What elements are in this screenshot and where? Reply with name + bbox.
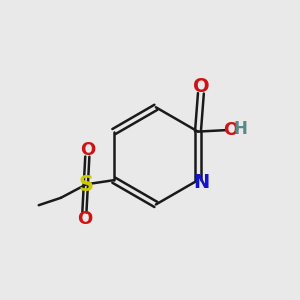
Text: O: O xyxy=(80,141,95,159)
Text: O: O xyxy=(77,210,92,228)
Text: N: N xyxy=(193,173,209,192)
Text: O: O xyxy=(223,121,238,139)
Text: H: H xyxy=(233,120,247,138)
Text: O: O xyxy=(193,77,209,96)
Text: S: S xyxy=(78,175,93,195)
